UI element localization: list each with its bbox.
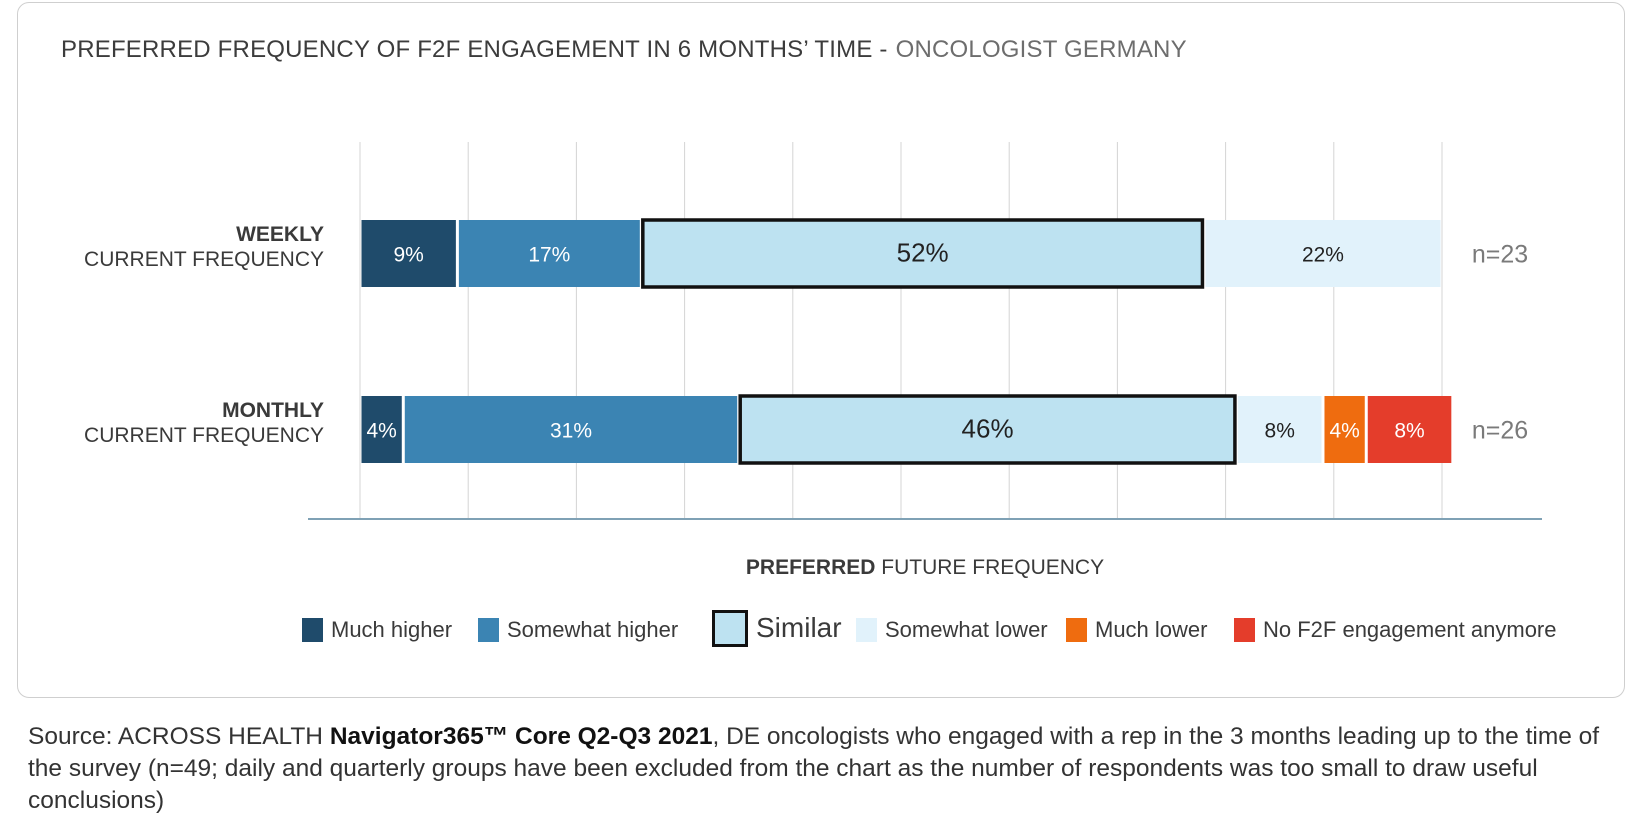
category-label-bold: MONTHLY — [222, 399, 324, 422]
chart-title: PREFERRED FREQUENCY OF F2F ENGAGEMENT IN… — [61, 36, 1187, 64]
data-label: 8% — [1265, 420, 1295, 443]
legend-swatch — [712, 609, 748, 647]
sample-size-label: n=26 — [1472, 417, 1528, 445]
data-label: 8% — [1394, 420, 1424, 443]
legend-swatch — [1234, 618, 1255, 642]
legend-swatch — [1066, 618, 1087, 642]
x-axis-title-rest: FUTURE FREQUENCY — [875, 556, 1104, 579]
chart-card: PREFERRED FREQUENCY OF F2F ENGAGEMENT IN… — [17, 2, 1625, 698]
bar-segment — [1324, 396, 1365, 463]
data-label: 22% — [1302, 244, 1344, 267]
data-label: 4% — [1329, 420, 1359, 443]
data-label: 4% — [366, 420, 396, 443]
legend-swatch — [856, 618, 877, 642]
bar-segment — [1367, 396, 1452, 463]
bar-segment — [404, 396, 738, 463]
data-label: 17% — [528, 244, 570, 267]
legend-item: Somewhat lower — [856, 612, 1048, 648]
data-label: 52% — [897, 238, 949, 268]
source-rest: , DE oncologists who engaged with a rep … — [28, 723, 1600, 814]
bar-segment — [1237, 396, 1322, 463]
legend-swatch — [302, 618, 323, 642]
legend-label: Somewhat higher — [507, 617, 679, 642]
legend-item: No F2F engagement anymore — [1234, 612, 1557, 648]
bar-segment — [458, 220, 640, 287]
source-prefix: Source: ACROSS HEALTH — [28, 723, 330, 750]
legend-label: Much higher — [331, 617, 453, 642]
legend-item: Much lower — [1066, 612, 1207, 648]
legend-label: No F2F engagement anymore — [1263, 617, 1557, 642]
chart-title-sub: ONCOLOGIST GERMANY — [895, 36, 1187, 63]
source-note: Source: ACROSS HEALTH Navigator365™ Core… — [28, 721, 1618, 817]
bar-segment — [361, 220, 456, 287]
category-label: CURRENT FREQUENCY — [84, 248, 324, 271]
category-label-bold: WEEKLY — [236, 223, 324, 246]
x-axis-title-bold: PREFERRED — [746, 556, 876, 579]
chart-title-main: PREFERRED FREQUENCY OF F2F ENGAGEMENT IN… — [61, 36, 888, 63]
legend-item: Much higher — [302, 612, 452, 648]
data-label: 9% — [394, 244, 424, 267]
bar-segment — [641, 218, 1205, 289]
bar-segment — [738, 394, 1237, 465]
source-bold: Navigator365™ Core Q2-Q3 2021 — [329, 723, 713, 750]
bar-segment — [1205, 220, 1441, 287]
legend-label: Much lower — [1095, 617, 1208, 642]
legend-item: Somewhat higher — [478, 612, 678, 648]
data-label: 46% — [962, 414, 1014, 444]
legend-label: Somewhat lower — [885, 617, 1048, 642]
legend-swatch — [478, 618, 499, 642]
sample-size-label: n=23 — [1472, 241, 1528, 269]
x-axis-title: PREFERRED FUTURE FREQUENCY — [746, 556, 1104, 579]
bar-segment — [361, 396, 402, 463]
category-label: CURRENT FREQUENCY — [84, 424, 324, 447]
legend-label: Similar — [756, 612, 842, 643]
legend-item: Similar — [712, 609, 842, 647]
data-label: 31% — [550, 420, 592, 443]
